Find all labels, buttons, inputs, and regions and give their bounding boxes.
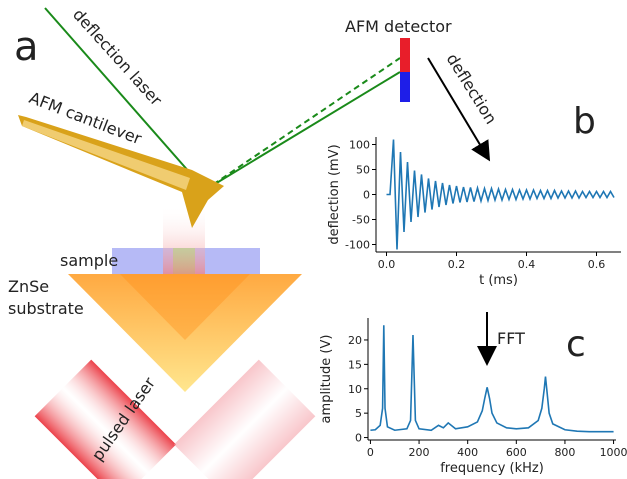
y-tick-label: 50 xyxy=(356,164,370,177)
signal-line xyxy=(387,140,615,250)
sample-label: sample xyxy=(60,251,118,270)
y-tick-label: 10 xyxy=(348,383,362,396)
x-tick-label: 400 xyxy=(457,446,478,459)
detector-top xyxy=(400,38,410,72)
panel-label: c xyxy=(566,324,586,365)
x-tick-label: 200 xyxy=(409,446,430,459)
y-tick-label: 5 xyxy=(355,407,362,420)
y-tick-label: 0 xyxy=(355,432,362,445)
x-tick-label: 0 xyxy=(367,446,374,459)
laser-deflected xyxy=(205,58,400,190)
substrate-label: ZnSe xyxy=(8,277,49,296)
detector-label: AFM detector xyxy=(345,17,452,36)
detector-bottom xyxy=(400,72,410,102)
y-tick-label: -100 xyxy=(345,239,370,252)
deflection-label: deflection xyxy=(443,50,501,127)
x-tick-label: 0.4 xyxy=(518,258,536,271)
x-tick-label: 600 xyxy=(506,446,527,459)
panel-label: a xyxy=(14,24,39,70)
x-axis-label: frequency (kHz) xyxy=(440,461,544,476)
page: a b c AFM detector deflection laser defl… xyxy=(0,0,627,479)
y-axis-label: amplitude (V) xyxy=(319,335,334,424)
x-tick-label: 1000 xyxy=(600,446,627,459)
x-tick-label: 0.6 xyxy=(588,258,606,271)
x-tick-label: 0.2 xyxy=(448,258,466,271)
x-axis-label: t (ms) xyxy=(479,273,518,288)
panel-label: b xyxy=(573,101,596,142)
y-tick-label: 20 xyxy=(348,334,362,347)
y-tick-label: 0 xyxy=(363,189,370,202)
laser-out xyxy=(205,72,400,190)
laser-label: deflection laser xyxy=(69,5,166,110)
substrate-label: substrate xyxy=(8,299,84,318)
figure: a b c AFM detector deflection laser defl… xyxy=(0,0,627,479)
y-tick-label: -50 xyxy=(352,214,370,227)
y-tick-label: 100 xyxy=(349,139,370,152)
fft-label: FFT xyxy=(497,329,525,348)
y-axis-label: deflection (mV) xyxy=(327,144,342,244)
y-tick-label: 15 xyxy=(348,358,362,371)
x-tick-label: 800 xyxy=(554,446,575,459)
x-tick-label: 0.0 xyxy=(378,258,396,271)
